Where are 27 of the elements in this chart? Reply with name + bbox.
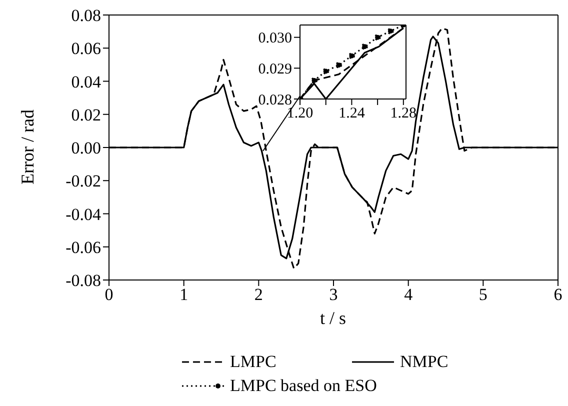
legend-label: LMPC xyxy=(230,352,276,372)
y-tick-label: 0.028 xyxy=(258,92,292,108)
y-tick-label: -0.04 xyxy=(66,204,102,224)
y-tick-label: 0.030 xyxy=(258,30,292,47)
x-tick-label: 1.24 xyxy=(338,106,366,122)
y-tick-label: -0.06 xyxy=(66,238,101,257)
y-tick-label: 0.04 xyxy=(71,72,102,92)
x-tick-label: 6 xyxy=(554,285,562,304)
x-tick-label: 1.28 xyxy=(390,106,417,122)
x-tick-label: 1 xyxy=(180,285,188,304)
y-axis-title: Error / rad xyxy=(18,110,38,184)
x-tick-label: 4 xyxy=(404,285,414,304)
y-tick-label: 0.02 xyxy=(71,105,101,124)
x-tick-label: 1.20 xyxy=(286,106,314,122)
legend-label: LMPC based on ESO xyxy=(230,376,377,396)
y-tick-label: -0.02 xyxy=(66,172,101,191)
y-tick-label: 0.00 xyxy=(71,138,101,158)
y-tick-label: 0.08 xyxy=(71,6,101,26)
legend-label: NMPC xyxy=(400,352,448,372)
x-tick-label: 3 xyxy=(329,285,338,304)
x-tick-label: 0 xyxy=(104,285,114,304)
y-tick-label: 0.029 xyxy=(258,61,292,78)
y-tick-label: 0.06 xyxy=(71,39,101,58)
x-axis-title: t / s xyxy=(320,308,346,329)
y-tick-label: -0.08 xyxy=(66,271,101,290)
x-tick-label: 5 xyxy=(478,285,488,304)
x-tick-label: 2 xyxy=(254,285,263,304)
